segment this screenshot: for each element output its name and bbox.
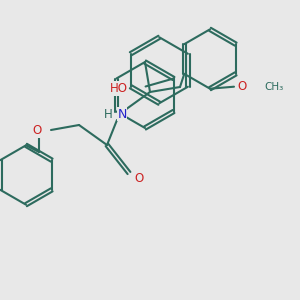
Text: O: O (134, 172, 144, 185)
Text: CH₃: CH₃ (264, 82, 283, 92)
Text: N: N (117, 107, 127, 121)
Text: HO: HO (110, 82, 128, 95)
Text: H: H (104, 107, 113, 121)
Text: O: O (33, 124, 42, 137)
Text: O: O (237, 80, 247, 93)
